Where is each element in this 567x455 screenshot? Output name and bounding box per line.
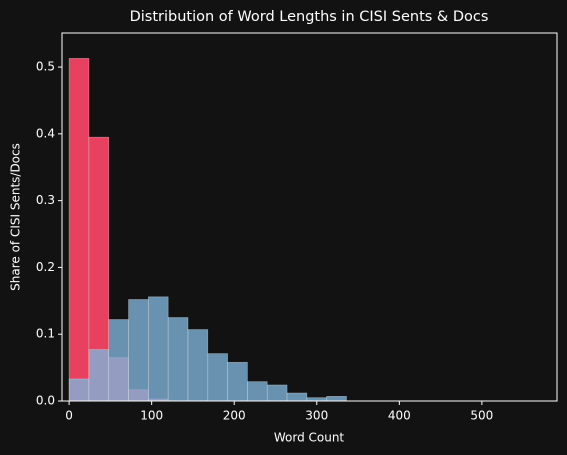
x-tick-label: 0 — [65, 409, 73, 423]
x-tick-label: 200 — [223, 409, 246, 423]
bar — [88, 349, 110, 402]
bar — [227, 361, 248, 402]
y-tick-label: 0.4 — [36, 126, 55, 140]
chart-title: Distribution of Word Lengths in CISI Sen… — [130, 9, 489, 25]
x-tick-label: 300 — [305, 409, 328, 423]
x-tick-label: 100 — [140, 409, 163, 423]
y-tick-label: 0.1 — [36, 327, 55, 341]
bar — [286, 392, 308, 402]
bar — [207, 353, 228, 402]
y-tick-label: 0.2 — [36, 260, 55, 274]
bar — [266, 384, 288, 402]
bar — [306, 397, 327, 402]
x-tick-label: 400 — [388, 409, 411, 423]
y-tick-label: 0.3 — [36, 193, 55, 207]
bar — [167, 317, 189, 402]
x-tick-label: 500 — [470, 409, 493, 423]
y-axis-label: Share of CISI Sents/Docs — [9, 143, 23, 291]
plot-frame — [61, 32, 558, 402]
bar — [247, 381, 268, 402]
bar — [68, 58, 90, 402]
bar — [326, 396, 347, 402]
y-tick-label: 0.5 — [36, 60, 55, 74]
bar — [108, 319, 129, 402]
x-axis-label: Word Count — [274, 431, 345, 445]
y-tick-label: 0.0 — [36, 394, 55, 408]
bar — [68, 378, 90, 402]
bar — [148, 296, 169, 402]
bar — [187, 329, 209, 402]
bar — [128, 299, 149, 402]
